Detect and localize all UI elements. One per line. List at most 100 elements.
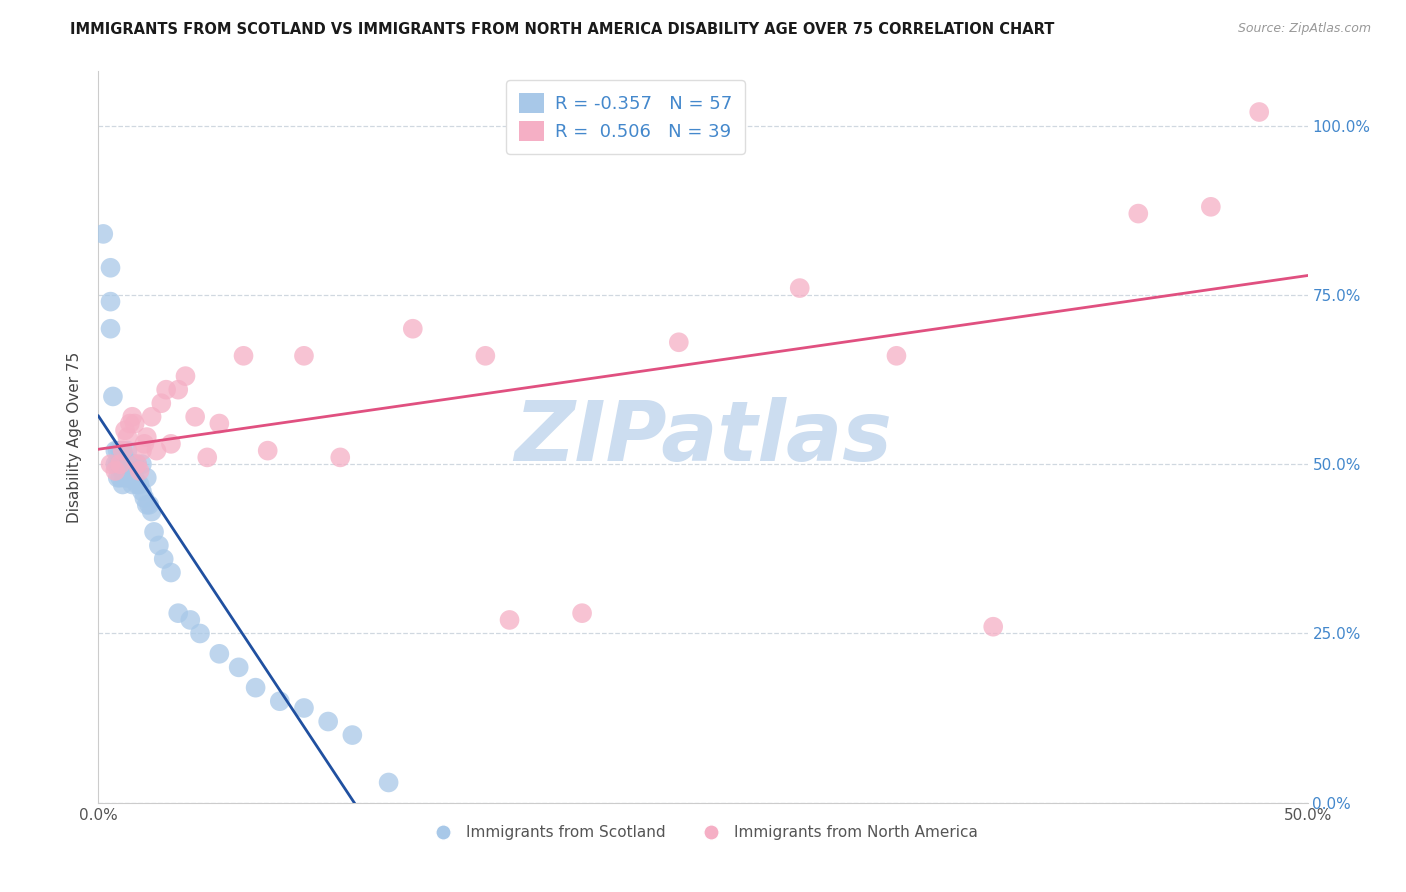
Point <box>128 477 150 491</box>
Y-axis label: Disability Age Over 75: Disability Age Over 75 <box>67 351 83 523</box>
Point <box>269 694 291 708</box>
Point <box>184 409 207 424</box>
Point <box>111 457 134 471</box>
Point <box>118 457 141 471</box>
Point <box>100 260 122 275</box>
Point <box>402 322 425 336</box>
Point <box>100 294 122 309</box>
Point <box>135 498 157 512</box>
Point <box>127 457 149 471</box>
Point <box>117 471 139 485</box>
Point <box>329 450 352 465</box>
Point <box>138 498 160 512</box>
Point <box>108 443 131 458</box>
Point <box>1199 200 1222 214</box>
Point <box>118 417 141 431</box>
Point <box>121 477 143 491</box>
Point <box>111 443 134 458</box>
Text: Source: ZipAtlas.com: Source: ZipAtlas.com <box>1237 22 1371 36</box>
Text: ZIPatlas: ZIPatlas <box>515 397 891 477</box>
Point <box>160 566 183 580</box>
Point <box>114 450 136 465</box>
Point <box>107 443 129 458</box>
Point <box>981 620 1004 634</box>
Point <box>160 437 183 451</box>
Point <box>135 471 157 485</box>
Point <box>108 457 131 471</box>
Point <box>104 457 127 471</box>
Point <box>91 227 114 241</box>
Legend: Immigrants from Scotland, Immigrants from North America: Immigrants from Scotland, Immigrants fro… <box>422 819 984 847</box>
Point <box>292 701 315 715</box>
Point <box>117 457 139 471</box>
Point <box>124 457 146 471</box>
Point <box>150 396 173 410</box>
Point <box>111 443 134 458</box>
Point <box>174 369 197 384</box>
Point <box>316 714 339 729</box>
Point <box>127 457 149 471</box>
Point <box>571 606 593 620</box>
Point <box>134 491 156 505</box>
Point <box>127 477 149 491</box>
Point <box>155 383 177 397</box>
Point <box>131 484 153 499</box>
Point <box>135 430 157 444</box>
Point <box>342 728 364 742</box>
Point <box>111 450 134 465</box>
Point <box>195 450 218 465</box>
Point <box>245 681 267 695</box>
Point <box>141 409 163 424</box>
Point <box>111 464 134 478</box>
Point <box>1249 105 1271 120</box>
Point <box>134 437 156 451</box>
Point <box>117 443 139 458</box>
Point <box>104 443 127 458</box>
Point <box>167 383 190 397</box>
Point <box>104 464 127 478</box>
Point <box>124 417 146 431</box>
Point <box>292 349 315 363</box>
Point <box>145 443 167 458</box>
Point <box>121 457 143 471</box>
Point <box>188 626 211 640</box>
Point <box>117 430 139 444</box>
Point <box>474 349 496 363</box>
Point <box>121 409 143 424</box>
Point <box>208 647 231 661</box>
Text: IMMIGRANTS FROM SCOTLAND VS IMMIGRANTS FROM NORTH AMERICA DISABILITY AGE OVER 75: IMMIGRANTS FROM SCOTLAND VS IMMIGRANTS F… <box>70 22 1054 37</box>
Point <box>232 349 254 363</box>
Point <box>498 613 520 627</box>
Point <box>141 505 163 519</box>
Point <box>131 457 153 471</box>
Point <box>100 457 122 471</box>
Point <box>152 552 174 566</box>
Point <box>256 443 278 458</box>
Point <box>101 389 124 403</box>
Point <box>789 281 811 295</box>
Point <box>124 471 146 485</box>
Point <box>114 464 136 478</box>
Point <box>886 349 908 363</box>
Point <box>668 335 690 350</box>
Point <box>228 660 250 674</box>
Point <box>114 457 136 471</box>
Point <box>118 471 141 485</box>
Point <box>114 423 136 437</box>
Point <box>108 457 131 471</box>
Point <box>148 538 170 552</box>
Point <box>107 457 129 471</box>
Point <box>1128 206 1150 220</box>
Point <box>377 775 399 789</box>
Point <box>108 471 131 485</box>
Point <box>208 417 231 431</box>
Point <box>128 464 150 478</box>
Point <box>179 613 201 627</box>
Point <box>143 524 166 539</box>
Point <box>167 606 190 620</box>
Point <box>107 471 129 485</box>
Point <box>131 443 153 458</box>
Point <box>111 477 134 491</box>
Point <box>100 322 122 336</box>
Point <box>114 471 136 485</box>
